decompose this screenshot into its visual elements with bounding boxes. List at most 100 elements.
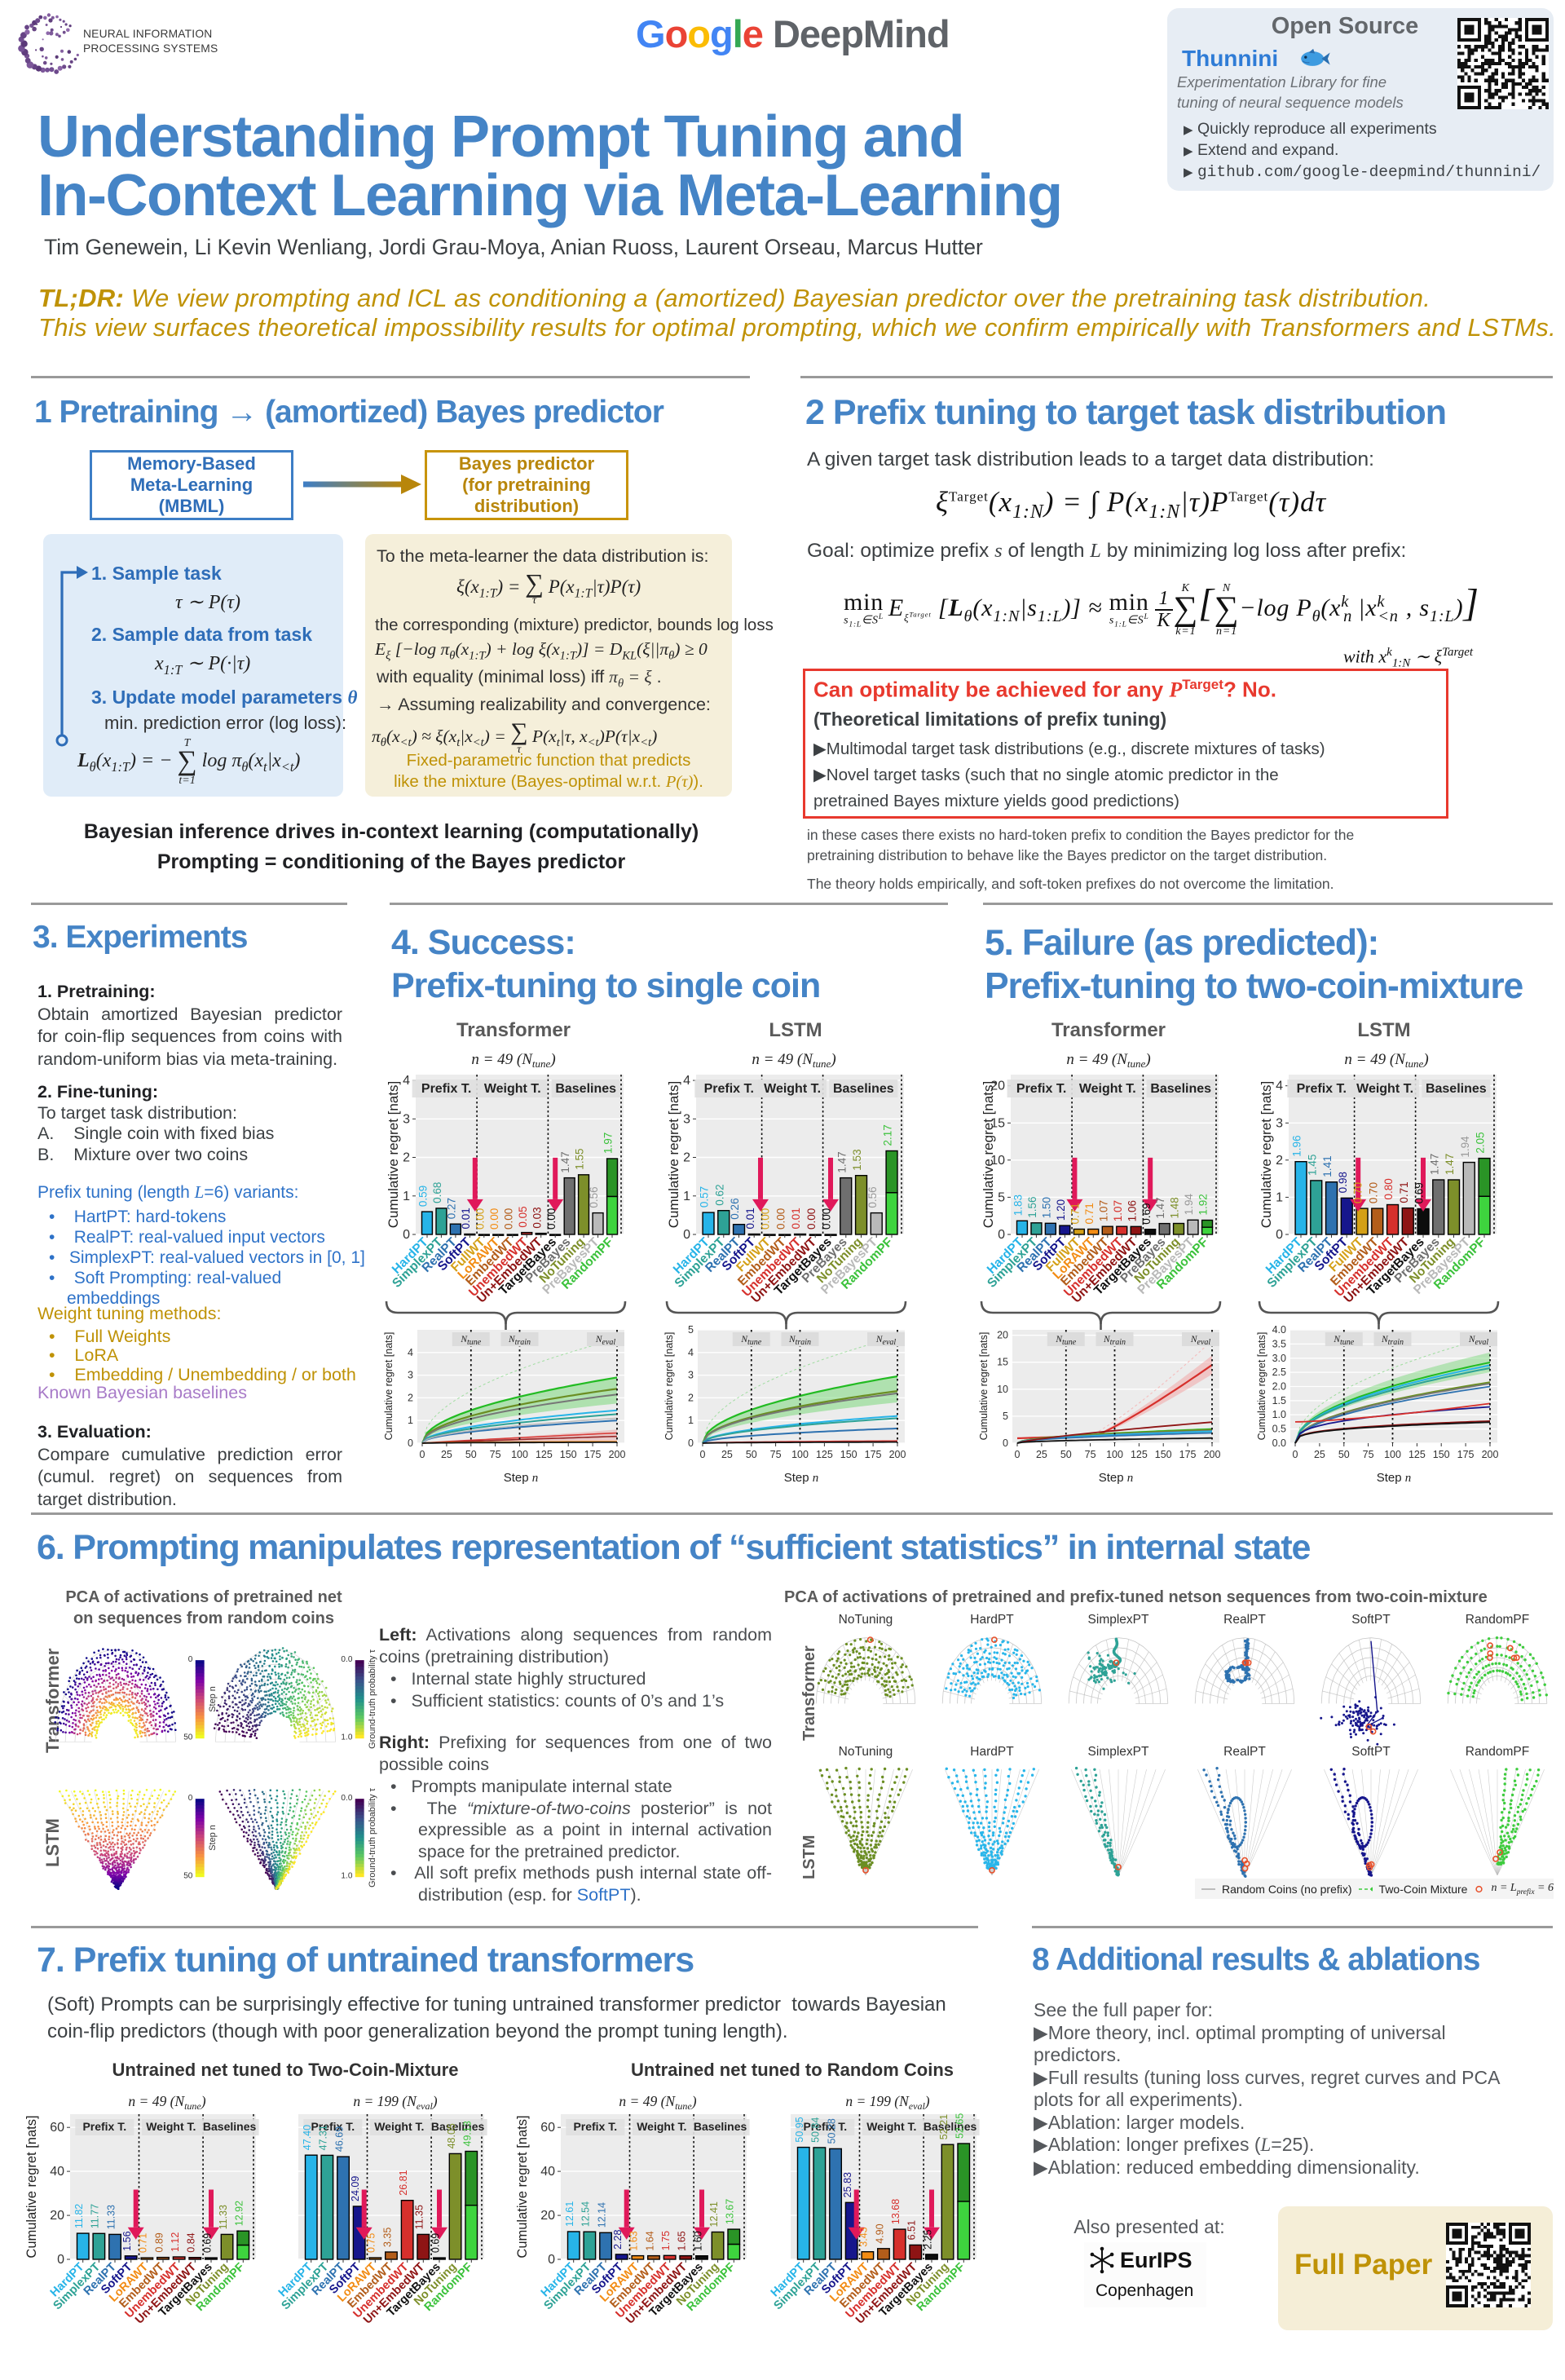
svg-text:3: 3 — [408, 1370, 413, 1381]
svg-text:25: 25 — [721, 1449, 733, 1460]
svg-text:Weight T.: Weight T. — [1356, 1082, 1413, 1096]
svg-text:1.92: 1.92 — [1197, 1194, 1210, 1215]
svg-text:Cumulative regret [nats]: Cumulative regret [nats] — [981, 1081, 996, 1228]
svg-text:0.56: 0.56 — [866, 1186, 879, 1208]
svg-text:175: 175 — [584, 1449, 602, 1460]
svg-text:200: 200 — [1482, 1449, 1499, 1460]
svg-text:1.41: 1.41 — [1321, 1155, 1334, 1177]
svg-text:0: 0 — [1293, 1449, 1298, 1460]
svg-text:1.45: 1.45 — [1306, 1155, 1318, 1176]
svg-text:Prefix T.: Prefix T. — [704, 1082, 754, 1096]
svg-text:0.69: 0.69 — [1413, 1182, 1426, 1203]
svg-text:Cumulative regret [nats]: Cumulative regret [nats] — [1259, 1081, 1274, 1228]
svg-text:2: 2 — [408, 1392, 413, 1403]
svg-text:150: 150 — [560, 1449, 577, 1460]
svg-text:Baselines: Baselines — [555, 1082, 616, 1096]
svg-text:175: 175 — [1179, 1449, 1197, 1460]
svg-text:0.00: 0.00 — [774, 1208, 787, 1230]
svg-text:2: 2 — [688, 1392, 694, 1403]
svg-text:0.0: 0.0 — [341, 1794, 352, 1803]
svg-text:0.01: 0.01 — [790, 1208, 802, 1229]
svg-text:0: 0 — [408, 1437, 413, 1449]
svg-text:3: 3 — [1276, 1116, 1283, 1130]
svg-text:125: 125 — [536, 1449, 553, 1460]
svg-text:Baselines: Baselines — [833, 1082, 894, 1096]
svg-text:0: 0 — [998, 1228, 1005, 1242]
svg-text:2: 2 — [403, 1151, 410, 1165]
svg-text:100: 100 — [1106, 1449, 1123, 1460]
svg-text:1.47: 1.47 — [1444, 1154, 1456, 1175]
svg-text:Prefix T.: Prefix T. — [1016, 1082, 1066, 1096]
svg-text:200: 200 — [609, 1449, 626, 1460]
svg-text:75: 75 — [1085, 1449, 1096, 1460]
svg-text:Cumulative regret [nats]: Cumulative regret [nats] — [383, 1332, 395, 1441]
svg-text:1.5: 1.5 — [1272, 1395, 1286, 1406]
svg-text:5: 5 — [688, 1324, 694, 1336]
svg-text:1.97: 1.97 — [602, 1133, 615, 1154]
svg-text:Step n: Step n — [1099, 1471, 1134, 1485]
svg-text:100: 100 — [1384, 1449, 1401, 1460]
svg-text:3: 3 — [688, 1370, 694, 1381]
svg-text:1.50: 1.50 — [1040, 1197, 1052, 1218]
svg-text:Cumulative regret [nats]: Cumulative regret [nats] — [663, 1332, 675, 1441]
svg-text:0: 0 — [683, 1228, 690, 1242]
svg-text:1.0: 1.0 — [341, 1733, 352, 1742]
svg-text:5: 5 — [998, 1190, 1005, 1204]
svg-text:0.71: 0.71 — [1083, 1203, 1096, 1224]
svg-text:0: 0 — [1003, 1437, 1008, 1449]
svg-text:75: 75 — [490, 1449, 501, 1460]
svg-text:4.0: 4.0 — [1272, 1324, 1286, 1336]
svg-text:PROCESSING SYSTEMS: PROCESSING SYSTEMS — [83, 42, 218, 55]
svg-text:Cumulative regret [nats]: Cumulative regret [nats] — [386, 1081, 401, 1228]
svg-text:Ground-truth probability τ: Ground-truth probability τ — [368, 1649, 377, 1748]
svg-text:100: 100 — [511, 1449, 528, 1460]
svg-text:Baselines: Baselines — [1150, 1082, 1211, 1096]
svg-text:0.5: 0.5 — [1272, 1424, 1286, 1435]
svg-text:4: 4 — [408, 1347, 413, 1358]
svg-text:1.47: 1.47 — [1428, 1154, 1440, 1175]
svg-text:1.48: 1.48 — [1169, 1197, 1181, 1218]
svg-text:0.01: 0.01 — [460, 1208, 472, 1229]
svg-text:150: 150 — [1155, 1449, 1172, 1460]
svg-text:125: 125 — [1408, 1449, 1426, 1460]
svg-text:0: 0 — [1015, 1449, 1021, 1460]
svg-text:50: 50 — [183, 1871, 193, 1880]
svg-text:50: 50 — [1338, 1449, 1350, 1460]
svg-text:0.05: 0.05 — [517, 1206, 529, 1227]
svg-text:25: 25 — [1036, 1449, 1047, 1460]
svg-text:3.0: 3.0 — [1272, 1353, 1286, 1364]
svg-text:1.07: 1.07 — [1112, 1200, 1124, 1221]
svg-text:0.69: 0.69 — [1140, 1203, 1153, 1224]
svg-text:0.71: 0.71 — [1398, 1181, 1410, 1203]
svg-text:15: 15 — [997, 1357, 1008, 1368]
svg-text:Weight T.: Weight T. — [1079, 1082, 1136, 1096]
svg-text:0.03: 0.03 — [531, 1207, 543, 1228]
svg-text:1: 1 — [683, 1190, 690, 1203]
svg-text:10: 10 — [997, 1384, 1008, 1395]
svg-text:50: 50 — [465, 1449, 477, 1460]
svg-text:0.00: 0.00 — [545, 1208, 558, 1230]
svg-text:25: 25 — [441, 1449, 452, 1460]
svg-text:0.98: 0.98 — [1337, 1172, 1349, 1193]
svg-text:20: 20 — [997, 1330, 1008, 1341]
svg-text:2.17: 2.17 — [882, 1124, 894, 1146]
svg-text:0.70: 0.70 — [1367, 1182, 1379, 1203]
svg-text:n = 49 (Ntune): n = 49 (Ntune) — [1344, 1051, 1428, 1070]
svg-text:0.62: 0.62 — [713, 1184, 725, 1205]
svg-text:n = 49 (Ntune): n = 49 (Ntune) — [1066, 1051, 1150, 1070]
svg-text:5: 5 — [1003, 1411, 1008, 1422]
svg-text:Baselines: Baselines — [1426, 1082, 1487, 1096]
svg-text:1.55: 1.55 — [574, 1149, 586, 1170]
svg-text:0.00: 0.00 — [805, 1208, 818, 1230]
svg-text:0: 0 — [188, 1794, 193, 1803]
svg-text:1.47: 1.47 — [1154, 1197, 1166, 1218]
svg-text:1.83: 1.83 — [1012, 1194, 1025, 1216]
svg-text:1.47: 1.47 — [559, 1151, 571, 1172]
svg-text:150: 150 — [1433, 1449, 1450, 1460]
svg-text:n = 49 (Ntune): n = 49 (Ntune) — [471, 1051, 555, 1070]
svg-text:Cumulative regret [nats]: Cumulative regret [nats] — [666, 1081, 681, 1228]
svg-text:1.94: 1.94 — [1459, 1136, 1471, 1158]
svg-text:0: 0 — [1276, 1228, 1283, 1242]
svg-text:0.27: 0.27 — [445, 1198, 457, 1219]
svg-text:200: 200 — [1204, 1449, 1221, 1460]
